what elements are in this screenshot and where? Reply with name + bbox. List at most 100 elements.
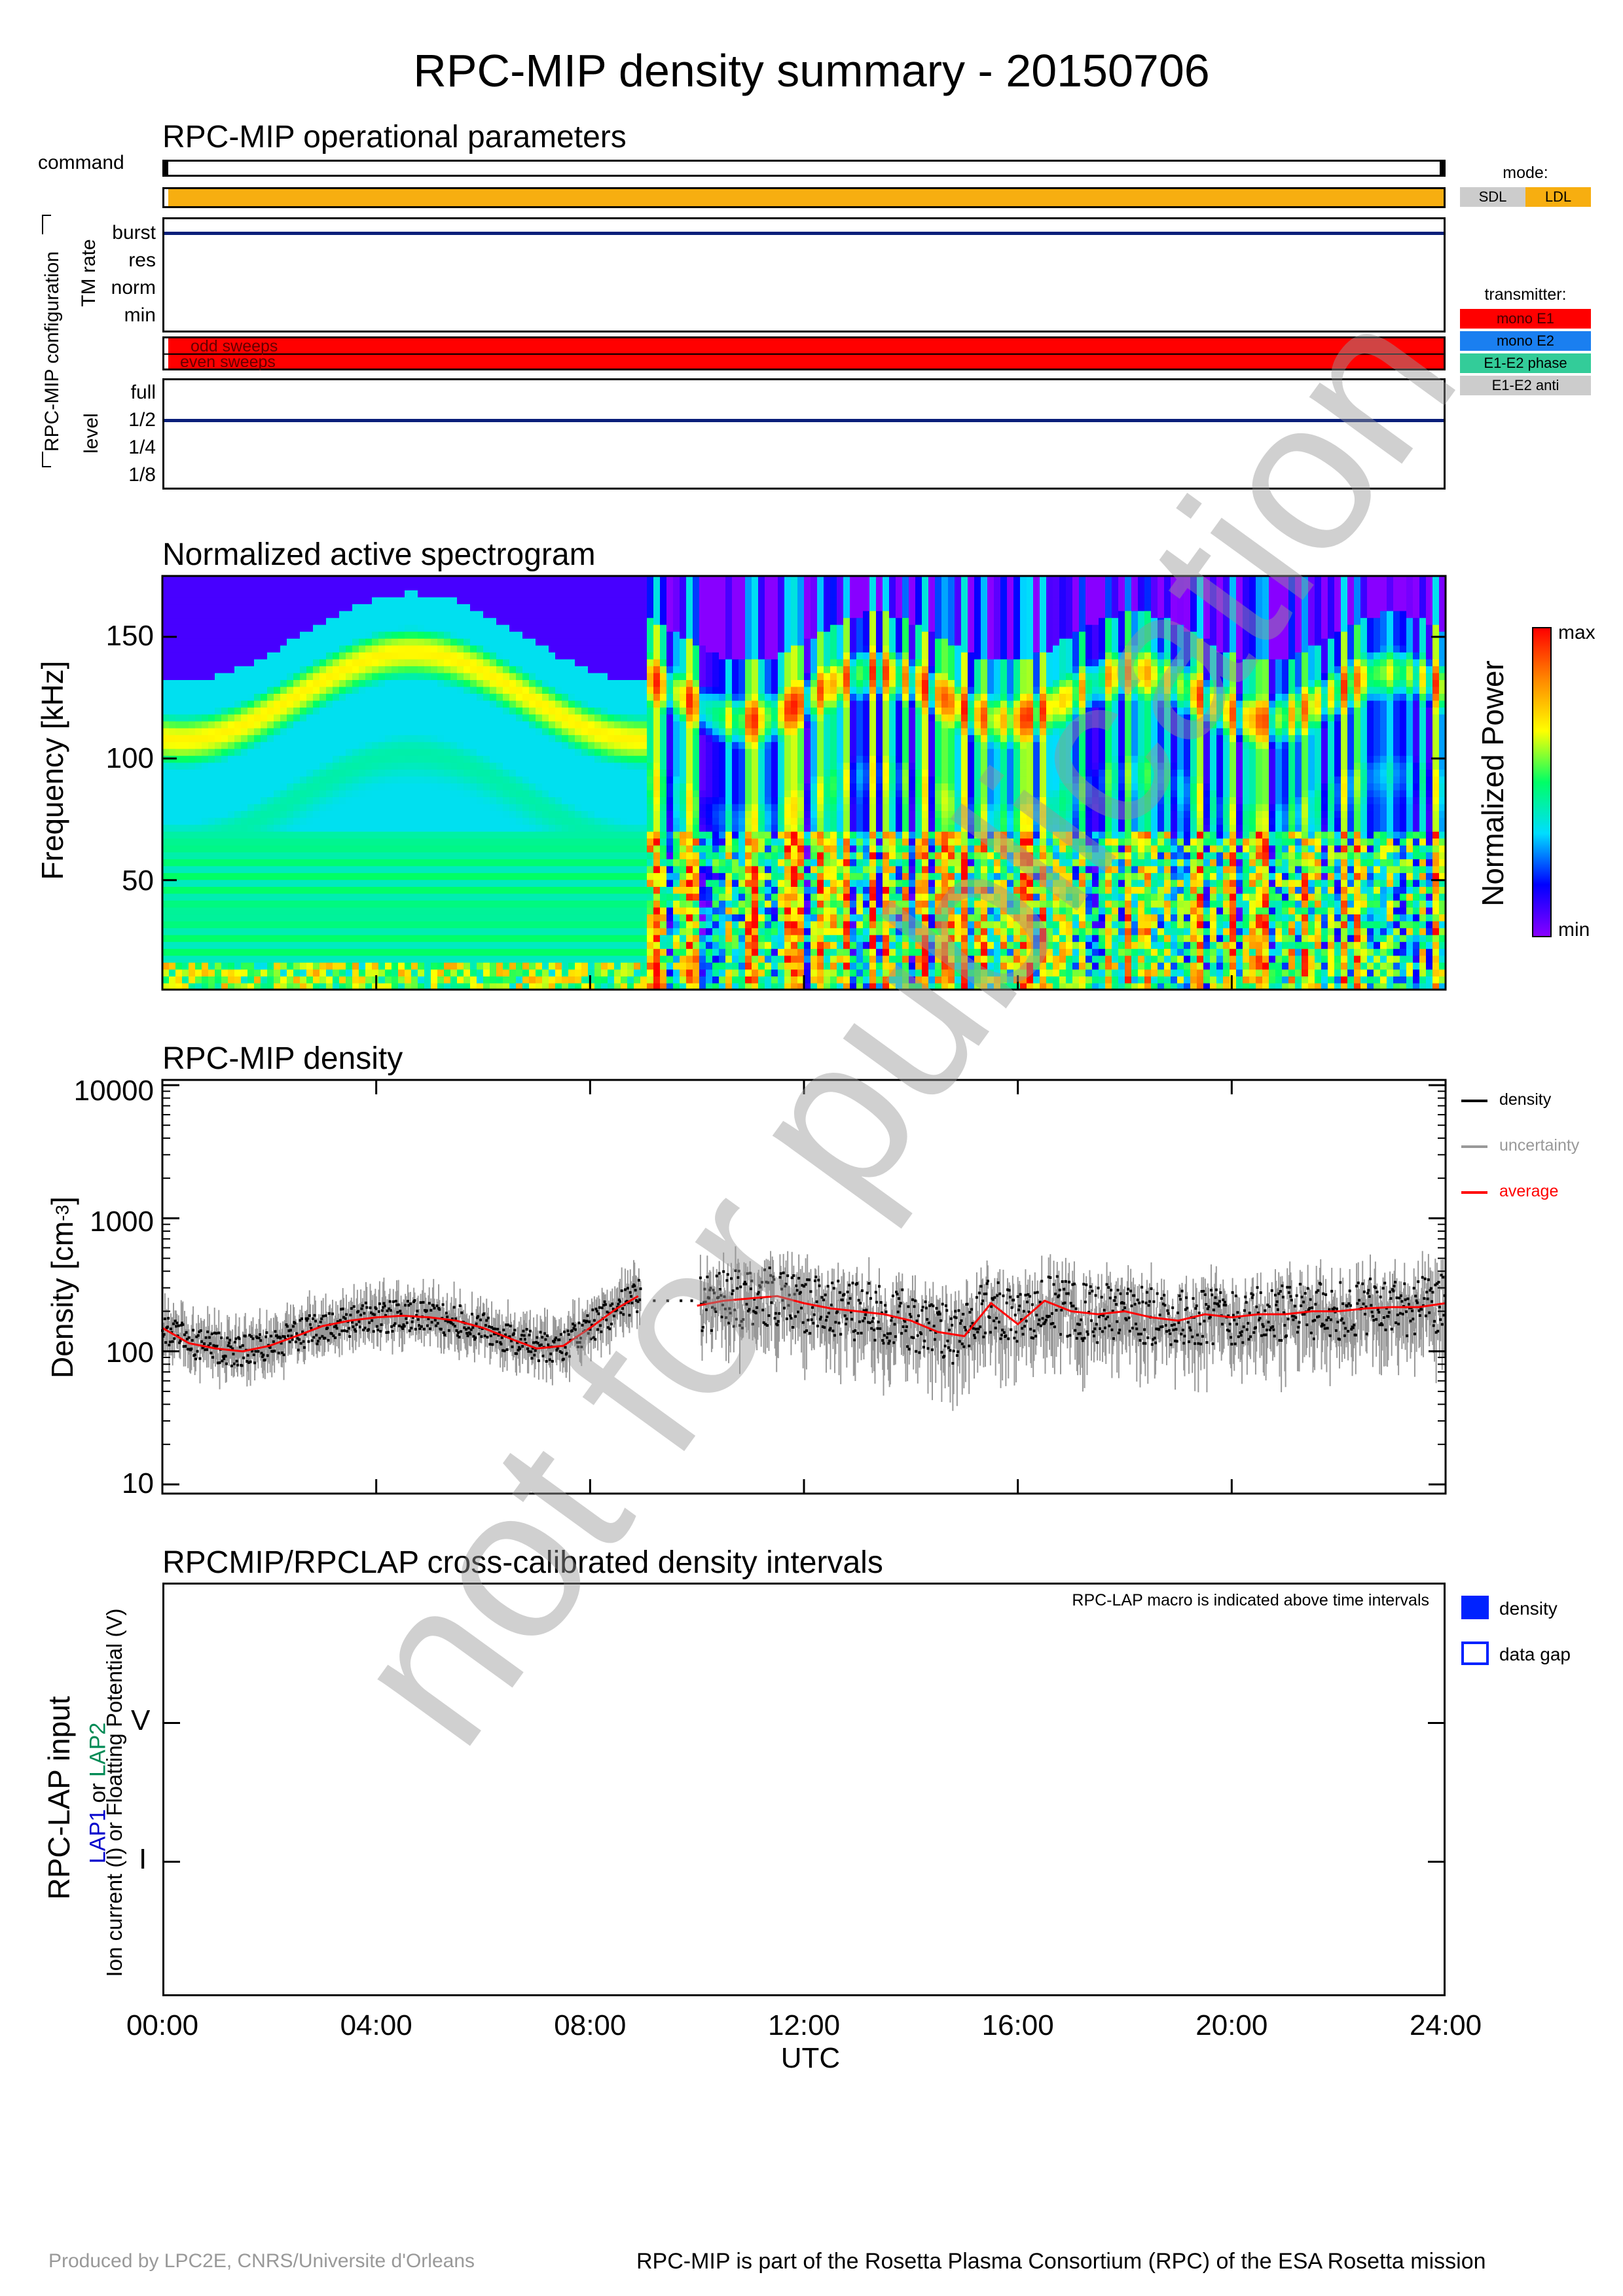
spectrogram-cell <box>431 783 438 791</box>
spectrogram-cell <box>365 900 373 908</box>
spectrogram-cell <box>306 824 314 832</box>
spectrogram-cell <box>189 914 196 922</box>
spectrogram-cell <box>189 679 196 687</box>
spectrogram-cell <box>352 617 359 625</box>
spectrogram-cell <box>608 679 615 687</box>
spectrogram-cell <box>575 672 582 680</box>
spectrogram-cell <box>326 852 333 859</box>
spectrogram-cell <box>411 955 418 963</box>
spectrogram-cell <box>254 713 261 722</box>
spectrogram-cell <box>234 975 242 984</box>
spectrogram-cell <box>634 755 641 763</box>
spectrogram-cell <box>686 617 693 625</box>
spectrogram-cell <box>241 975 248 984</box>
spectrogram-cell <box>326 658 333 666</box>
spectrogram-cell <box>405 865 412 873</box>
spectrogram-cell <box>280 679 287 687</box>
spectrogram-cell <box>490 920 497 929</box>
spectrogram-cell <box>319 631 327 639</box>
spectrogram-cell <box>241 955 248 963</box>
spectrogram-cell <box>457 617 464 625</box>
spectrogram-cell <box>182 838 189 846</box>
spectrogram-cell <box>228 789 235 797</box>
spectrogram-cell <box>267 672 274 680</box>
spectrogram-cell <box>359 858 366 867</box>
spectrogram-cell <box>640 768 647 777</box>
spectrogram-cell <box>464 727 471 736</box>
spectrogram-cell <box>215 645 222 653</box>
spectrogram-cell <box>653 865 661 873</box>
spectrogram-cell <box>686 948 693 956</box>
spectrogram-cell <box>581 700 589 708</box>
spectrogram-cell <box>614 948 621 956</box>
spectrogram-cell <box>385 768 392 777</box>
spectrogram-cell <box>261 982 268 990</box>
spectrogram-cell <box>221 900 228 908</box>
spectrogram-cell <box>503 906 510 915</box>
spectrogram-cell <box>405 583 412 590</box>
spectrogram-cell <box>660 803 667 812</box>
spectrogram-cell <box>549 886 556 894</box>
spectrogram-cell <box>509 596 517 605</box>
spectrogram-cell <box>241 631 248 639</box>
spectrogram-cell <box>601 824 608 832</box>
spectrogram-cell <box>378 838 386 846</box>
spectrogram-cell <box>339 603 346 611</box>
spectrogram-cell <box>319 768 327 777</box>
spectrogram-cell <box>261 768 268 777</box>
spectrogram-cell <box>509 900 517 908</box>
spectrogram-cell <box>352 679 359 687</box>
spectrogram-cell <box>359 658 366 666</box>
spectrogram-cell <box>594 651 602 660</box>
spectrogram-cell <box>280 610 287 619</box>
spectrogram-cell <box>522 679 530 687</box>
spectrogram-cell <box>398 576 405 584</box>
spectrogram-cell <box>601 727 608 736</box>
spectrogram-cell <box>483 576 490 584</box>
spectrogram-cell <box>169 838 176 846</box>
spectrogram-cell <box>221 776 228 783</box>
spectrogram-cell <box>293 858 301 867</box>
spectrogram-cell <box>464 707 471 715</box>
spectrogram-cell <box>457 852 464 859</box>
spectrogram-cell <box>601 927 608 935</box>
spectrogram-cell <box>542 686 549 694</box>
spectrogram-cell <box>424 886 431 894</box>
spectrogram-cell <box>470 914 477 922</box>
spectrogram-cell <box>680 941 687 949</box>
spectrogram-cell <box>464 637 471 646</box>
spectrogram-cell <box>575 610 582 619</box>
spectrogram-cell <box>234 748 242 756</box>
spectrogram-cell <box>346 872 353 880</box>
spectrogram-cell <box>673 576 680 584</box>
spectrogram-cell <box>254 838 261 846</box>
spectrogram-cell <box>503 955 510 963</box>
spectrogram-cell <box>477 906 484 915</box>
spectrogram-cell <box>326 934 333 942</box>
spectrogram-cell <box>365 762 373 770</box>
spectrogram-cell <box>352 797 359 804</box>
spectrogram-cell <box>306 797 314 804</box>
spectrogram-cell <box>431 969 438 977</box>
spectrogram-cell <box>686 865 693 873</box>
spectrogram-cell <box>542 651 549 660</box>
spectrogram-cell <box>575 768 582 777</box>
spectrogram-cell <box>673 651 680 660</box>
spectrogram-cell <box>680 865 687 873</box>
spectrogram-cell <box>437 651 445 660</box>
spectrogram-cell <box>522 727 530 736</box>
spectrogram-cell <box>247 920 255 929</box>
spectrogram-cell <box>326 672 333 680</box>
spectrogram-cell <box>280 948 287 956</box>
spectrogram-cell <box>241 645 248 653</box>
spectrogram-cell <box>169 914 176 922</box>
spectrogram-cell <box>287 975 294 984</box>
spectrogram-cell <box>666 879 674 887</box>
spectrogram-cell <box>398 768 405 777</box>
spectrogram-cell <box>202 721 209 728</box>
spectrogram-cell <box>359 576 366 584</box>
spectrogram-cell <box>431 817 438 825</box>
spectrogram-cell <box>457 776 464 783</box>
spectrogram-cell <box>378 617 386 625</box>
spectrogram-cell <box>424 748 431 756</box>
